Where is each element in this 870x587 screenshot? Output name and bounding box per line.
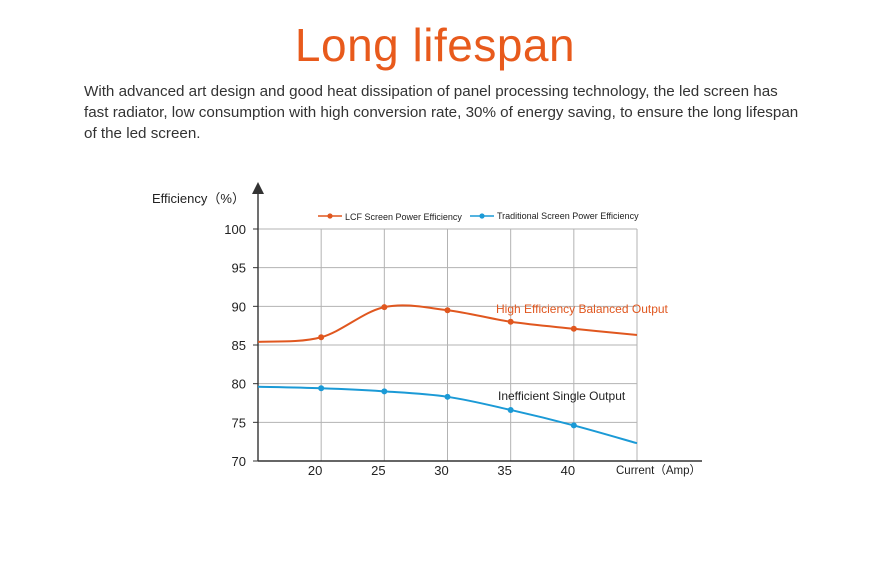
chart-axes	[252, 182, 702, 462]
y-tick-label: 85	[232, 338, 246, 353]
legend-lcf-label: LCF Screen Power Efficiency	[345, 212, 462, 222]
x-tick-label: 25	[371, 463, 385, 478]
x-tick-label: 35	[497, 463, 511, 478]
lcf-data-point	[444, 307, 451, 314]
y-tick-label: 90	[232, 299, 246, 314]
lcf-data-point	[318, 334, 325, 341]
legend-traditional-marker	[479, 213, 485, 219]
lcf-annotation: High Efficiency Balanced Output	[496, 302, 669, 316]
traditional-data-point	[570, 422, 577, 429]
lcf-data-point	[570, 325, 577, 332]
traditional-annotation: Inefficient Single Output	[498, 389, 626, 403]
traditional-data-point	[444, 393, 451, 400]
lcf-data-point	[507, 318, 514, 325]
y-tick-label: 75	[232, 415, 246, 430]
y-axis-label: Efficiency（%）	[152, 191, 245, 206]
y-tick-label: 95	[232, 261, 246, 276]
legend-traditional-label: Traditional Screen Power Efficiency	[497, 211, 639, 221]
chart-legend: LCF Screen Power Efficiency Traditional …	[318, 211, 639, 222]
series-group	[257, 304, 638, 445]
traditional-data-point	[381, 388, 388, 395]
traditional-data-point	[318, 385, 325, 392]
page-title: Long lifespan	[294, 19, 576, 71]
lcf-data-point	[381, 304, 388, 311]
x-tick-label: 20	[308, 463, 322, 478]
tick-labels: 70 75 80 85 90 95 100 20 25 30 35 40	[224, 222, 575, 478]
y-tick-label: 100	[224, 222, 246, 237]
legend-lcf-marker	[327, 213, 333, 219]
x-tick-label: 30	[434, 463, 448, 478]
y-axis-arrow	[252, 182, 264, 194]
y-tick-label: 70	[232, 454, 246, 469]
page-description: With advanced art design and good heat d…	[84, 83, 799, 142]
grid-lines	[258, 228, 638, 461]
traditional-data-point	[507, 406, 514, 413]
y-tick-label: 80	[232, 377, 246, 392]
x-tick-label: 40	[561, 463, 575, 478]
x-axis-label: Current（Amp）	[616, 464, 701, 477]
